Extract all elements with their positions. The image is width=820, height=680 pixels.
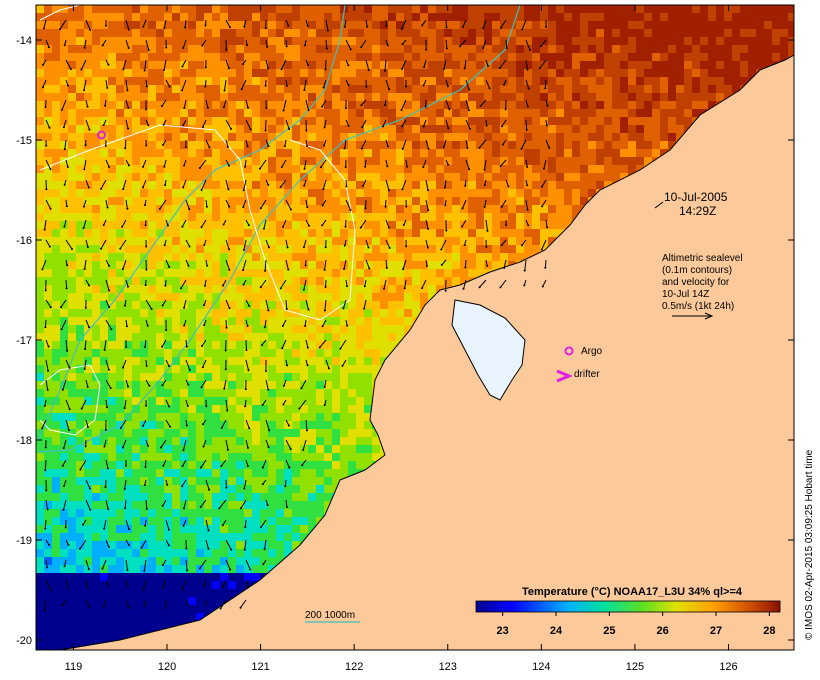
colorbar-tick-label: 24 <box>550 625 563 637</box>
y-tick-label: -16 <box>16 235 32 247</box>
colorbar-tick-label: 25 <box>603 625 615 637</box>
land-mass <box>59 5 794 650</box>
colorbar-title: Temperature (°C) NOAA17_L3U 34% ql>=4 <box>522 586 743 598</box>
bathymetry-contours <box>37 5 521 453</box>
plot-frame <box>35 4 795 651</box>
colorbar-tick-label: 23 <box>497 625 509 637</box>
drifter-icon <box>556 369 573 383</box>
sealevel-line-4: 10-Jul 14Z <box>662 289 709 300</box>
drifter-label: drifter <box>574 369 600 380</box>
drifter-legend: drifter <box>556 369 600 383</box>
sealevel-contour <box>39 364 101 436</box>
colorbar-ticks: 23 24 25 26 27 28 <box>497 612 775 637</box>
sealevel-line-5: 0.5m/s (1kt 24h) <box>662 301 734 312</box>
y-tick-label: -19 <box>16 535 32 547</box>
colorbar: Temperature (°C) NOAA17_L3U 34% ql>=4 23… <box>475 586 781 637</box>
x-tick-label: 121 <box>251 661 269 673</box>
argo-label: Argo <box>581 346 603 357</box>
colorbar-tick-label: 28 <box>763 625 775 637</box>
island-coast <box>451 299 526 401</box>
y-axis: -14 -15 -16 -17 -18 -19 -20 <box>16 35 794 647</box>
sealevel-line-1: Altimetric sealevel <box>662 253 743 264</box>
sealevel-contour <box>39 124 356 321</box>
sealevel-legend: Altimetric sealevel (0.1m contours) and … <box>662 253 743 320</box>
colorbar-tick-label: 26 <box>657 625 669 637</box>
sealevel-line-3: and velocity for <box>662 277 730 288</box>
bathymetry-label: 200 1000m <box>305 610 355 621</box>
argo-icon <box>564 346 574 356</box>
velocity-vectors <box>41 19 551 612</box>
x-tick-label: 120 <box>158 661 176 673</box>
argo-float-marker <box>97 130 107 140</box>
x-tick-label: 126 <box>719 661 737 673</box>
x-tick-label: 123 <box>439 661 457 673</box>
credit-text: © IMOS 02-Apr-2015 03:09:25 Hobart time <box>804 449 815 640</box>
plot-area <box>36 5 794 650</box>
y-tick-label: -15 <box>16 135 32 147</box>
x-tick-label: 124 <box>532 661 550 673</box>
x-tick-label: 125 <box>626 661 644 673</box>
date-annotation: 10-Jul-2005 14:29Z <box>654 190 728 218</box>
bathymetry-legend: 200 1000m <box>305 610 360 623</box>
date-label: 10-Jul-2005 <box>664 190 728 204</box>
x-axis: 119 120 121 122 123 124 125 126 <box>65 5 738 673</box>
sealevel-line-2: (0.1m contours) <box>662 265 732 276</box>
time-label: 14:29Z <box>679 204 716 218</box>
y-tick-label: -18 <box>16 435 32 447</box>
bathymetry-1000m-contour <box>37 5 521 453</box>
colorbar-gradient <box>475 600 781 613</box>
x-tick-label: 122 <box>345 661 363 673</box>
colorbar-tick-label: 27 <box>710 625 722 637</box>
y-tick-label: -20 <box>16 635 32 647</box>
argo-legend: Argo <box>564 346 603 357</box>
y-tick-label: -14 <box>16 35 32 47</box>
y-tick-label: -17 <box>16 335 32 347</box>
x-tick-label: 119 <box>65 661 83 673</box>
bathymetry-200m-contour <box>37 5 346 441</box>
